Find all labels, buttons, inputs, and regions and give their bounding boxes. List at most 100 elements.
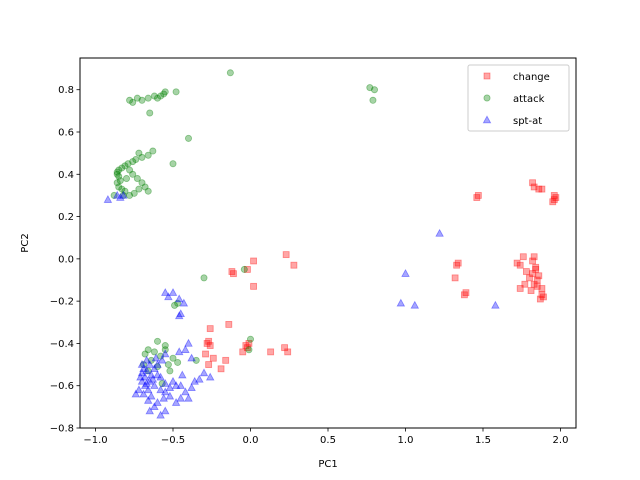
- data-point-spt-at: [187, 353, 196, 362]
- data-point-attack: [200, 274, 208, 282]
- data-point-change: [474, 192, 482, 199]
- data-point-change: [228, 268, 236, 275]
- data-point-attack: [113, 170, 121, 178]
- data-point-spt-at: [142, 378, 151, 387]
- y-tick-label: 0.6: [58, 128, 74, 139]
- data-point-attack: [153, 363, 161, 371]
- legend-marker-change: [483, 72, 491, 80]
- data-point-spt-at: [179, 298, 189, 307]
- data-point-change: [206, 325, 214, 333]
- data-point-spt-at: [176, 381, 186, 389]
- data-point-attack: [169, 354, 177, 362]
- data-point-spt-at: [147, 391, 156, 400]
- data-point-attack: [144, 346, 152, 354]
- data-point-attack: [146, 109, 154, 117]
- legend-label-change: change: [513, 72, 550, 83]
- data-point-attack: [144, 187, 152, 195]
- data-point-change: [523, 268, 530, 275]
- data-point-attack: [161, 88, 169, 96]
- data-point-spt-at: [176, 393, 186, 402]
- data-point-change: [242, 342, 250, 349]
- data-point-change: [519, 253, 527, 261]
- series-change: [202, 179, 560, 373]
- data-point-attack: [161, 342, 169, 350]
- data-point-change: [239, 348, 247, 356]
- data-point-change: [535, 185, 543, 193]
- x-tick-label: 1.5: [475, 435, 491, 446]
- data-point-attack: [147, 356, 155, 364]
- data-point-change: [530, 253, 538, 261]
- data-point-spt-at: [181, 345, 190, 353]
- data-point-change: [454, 259, 462, 267]
- data-point-spt-at: [151, 353, 161, 362]
- data-point-change: [549, 198, 557, 206]
- data-point-attack: [246, 335, 254, 343]
- data-point-change: [538, 185, 546, 193]
- data-point-attack: [126, 191, 134, 199]
- data-point-attack: [130, 189, 138, 197]
- data-point-spt-at: [134, 385, 144, 394]
- data-point-attack: [144, 367, 152, 375]
- data-point-spt-at: [160, 406, 170, 415]
- data-point-change: [202, 350, 209, 358]
- data-point-spt-at: [142, 366, 151, 375]
- legend-marker-attack: [483, 94, 491, 102]
- y-tick-label: 0.2: [58, 212, 74, 223]
- data-point-attack: [144, 151, 152, 159]
- data-point-attack: [158, 380, 166, 388]
- data-point-spt-at: [153, 370, 162, 379]
- data-point-attack: [192, 356, 200, 364]
- data-point-spt-at: [139, 364, 148, 373]
- data-point-change: [529, 270, 536, 278]
- data-point-change: [243, 266, 251, 273]
- data-point-spt-at: [140, 381, 150, 389]
- legend-label-spt-at: spt-at: [513, 116, 542, 127]
- data-point-spt-at: [119, 190, 128, 199]
- data-point-attack: [144, 94, 152, 102]
- data-point-attack: [121, 162, 129, 170]
- data-point-spt-at: [199, 368, 209, 377]
- data-point-attack: [169, 160, 177, 168]
- data-point-spt-at: [160, 378, 170, 387]
- data-point-spt-at: [174, 294, 184, 303]
- data-point-attack: [121, 187, 129, 195]
- data-point-change: [222, 356, 230, 364]
- data-point-attack: [161, 346, 169, 354]
- y-tick-label: 0.4: [58, 170, 74, 181]
- data-point-attack: [141, 350, 149, 358]
- data-point-spt-at: [137, 368, 147, 377]
- data-point-attack: [171, 301, 179, 309]
- data-point-spt-at: [143, 385, 153, 394]
- data-point-spt-at: [112, 190, 122, 199]
- y-tick-label: −0.8: [50, 424, 74, 435]
- data-point-spt-at: [181, 387, 190, 396]
- data-point-attack: [157, 352, 165, 360]
- data-point-spt-at: [116, 192, 125, 201]
- data-point-spt-at: [174, 347, 184, 356]
- data-point-attack: [140, 361, 148, 369]
- data-point-spt-at: [156, 410, 165, 419]
- data-point-change: [530, 183, 538, 191]
- data-point-spt-at: [190, 376, 199, 385]
- data-point-spt-at: [145, 376, 155, 385]
- data-point-change: [530, 280, 538, 288]
- data-point-attack: [132, 155, 140, 163]
- data-point-spt-at: [136, 372, 145, 381]
- x-tick-label: 0.0: [243, 435, 259, 446]
- x-tick-label: −1.0: [83, 435, 107, 446]
- data-point-attack: [164, 361, 172, 369]
- data-point-change: [516, 285, 524, 292]
- data-point-spt-at: [168, 376, 178, 385]
- data-point-spt-at: [174, 311, 184, 320]
- data-point-change: [451, 274, 459, 282]
- data-point-change: [217, 365, 225, 373]
- data-point-change: [205, 337, 213, 345]
- data-point-attack: [174, 299, 182, 307]
- data-point-change: [529, 179, 536, 187]
- data-point-attack: [123, 175, 131, 183]
- points-layer: [103, 69, 560, 419]
- data-point-attack: [166, 367, 174, 375]
- data-point-attack: [141, 183, 149, 191]
- data-point-spt-at: [160, 349, 170, 358]
- data-point-change: [267, 348, 275, 356]
